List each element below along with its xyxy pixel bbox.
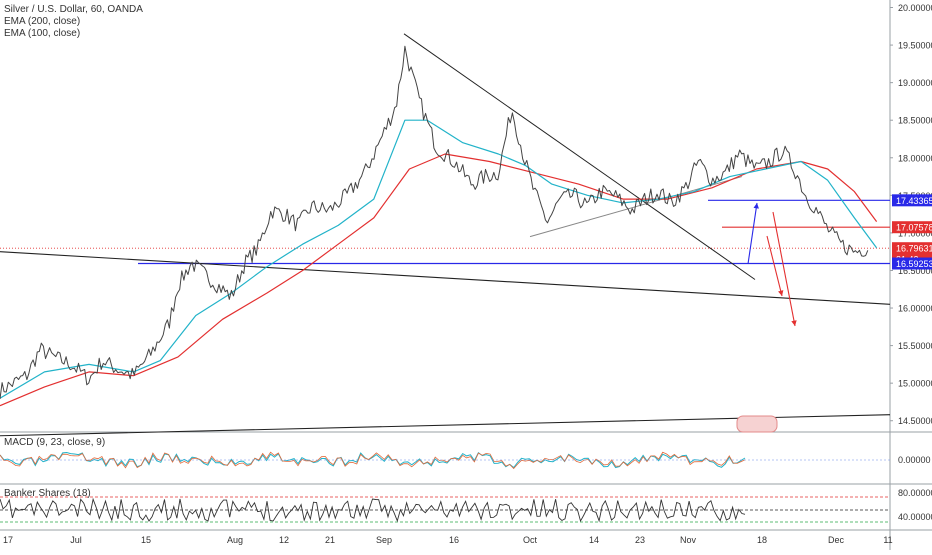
legend-ema-200: EMA (200, close): [4, 16, 81, 27]
series-price: [0, 45, 869, 399]
y-tick-label: 16.50000: [898, 266, 932, 276]
y-tick-label: 18.00000: [898, 153, 932, 163]
macd-signal-line: [0, 451, 746, 470]
price-label-text: 17.43365: [896, 196, 932, 206]
y-tick-label: 19.00000: [898, 78, 932, 88]
projection-arrow-down-1: [766, 235, 783, 297]
y-tick-label: 15.50000: [898, 341, 932, 351]
price-label-box: [892, 257, 932, 270]
x-tick-label: Aug: [227, 535, 243, 545]
y-tick-label: 15.00000: [898, 379, 932, 389]
x-tick-label: 18: [757, 535, 767, 545]
banker-label: Banker Shares (18): [4, 488, 91, 499]
banker-tick-label: 40.00000: [898, 512, 932, 522]
banker-tick-label: 80.00000: [898, 488, 932, 498]
banker-line: [0, 497, 746, 523]
x-tick-label: 11: [883, 535, 892, 545]
series-ema-200: [0, 153, 878, 407]
x-tick-label: 15: [141, 535, 151, 545]
projection-arrow-up: [747, 202, 758, 265]
y-tick-label: 19.50000: [898, 41, 932, 51]
x-tick-label: Nov: [680, 535, 697, 545]
y-tick-label: 16.00000: [898, 304, 932, 314]
long-trendline: [0, 251, 891, 305]
macd-label: MACD (9, 23, close, 9): [4, 437, 106, 448]
x-tick-label: Sep: [376, 535, 392, 545]
price-label-text: 16.59253: [896, 259, 932, 269]
x-tick-label: 17: [3, 535, 13, 545]
price-label-text: 17.07578: [896, 223, 932, 233]
x-tick-label: 23: [635, 535, 645, 545]
price-label-box: [892, 194, 932, 207]
x-tick-label: 12: [279, 535, 289, 545]
x-tick-label: 16: [449, 535, 459, 545]
legend-ema-100: EMA (100, close): [4, 28, 81, 39]
x-tick-label: Jul: [70, 535, 82, 545]
price-label-box: [892, 221, 932, 234]
projection-arrow-down-2-head: [791, 320, 797, 326]
projection-arrow-down-1-head: [778, 290, 784, 296]
projection-arrow-up-head: [753, 203, 759, 209]
y-tick-label: 14.50000: [898, 416, 932, 426]
chart-title: Silver / U.S. Dollar, 60, OANDA: [4, 4, 143, 15]
price-label-box: [892, 242, 932, 255]
x-tick-label: Oct: [523, 535, 538, 545]
descending-trendline: [403, 33, 756, 280]
y-tick-label: 18.50000: [898, 116, 932, 126]
series-ema-100: [0, 119, 878, 399]
price-label-text: 16.79631: [896, 244, 932, 254]
x-tick-label: Dec: [828, 535, 845, 545]
y-tick-label: 20.00000: [898, 3, 932, 13]
y-tick-label: 17.00000: [898, 228, 932, 238]
projection-arrow-down-2: [772, 211, 796, 327]
x-tick-label: 14: [589, 535, 599, 545]
x-tick-label: 21: [325, 535, 335, 545]
events-badge: [736, 415, 778, 433]
macd-tick-label: 0.00000: [898, 455, 931, 465]
